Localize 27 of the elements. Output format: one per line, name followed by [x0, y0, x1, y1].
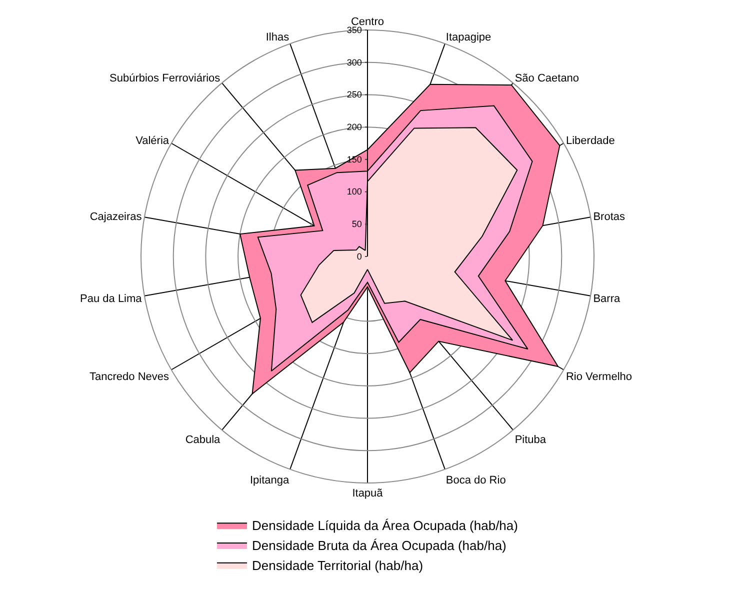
spoke-label: Cabula: [185, 434, 222, 446]
legend-label: Densidade Bruta da Área Ocupada (hab/ha): [252, 538, 506, 554]
y-tick-label: 100: [346, 186, 362, 197]
spoke-label: São Caetano: [514, 72, 580, 85]
legend-label: Densidade Líquida da Área Ocupada (hab/ha): [252, 518, 518, 534]
spoke-label: Liberdade: [566, 135, 615, 148]
spoke-label: Boca do Rio: [446, 474, 506, 487]
spoke-label: Cajazeiras: [90, 211, 142, 224]
spoke-label: Brotas: [593, 211, 626, 224]
y-tick-label: 200: [346, 122, 362, 132]
y-tick-label: 50: [352, 219, 362, 230]
spoke-label: Rio Vermelho: [566, 370, 632, 383]
spoke-label: Ilhas: [266, 31, 290, 44]
spoke-label: Subúrbios Ferroviários: [110, 72, 221, 85]
spoke-label: Ipitanga: [250, 474, 290, 487]
spoke-label: Valéria: [136, 135, 170, 148]
spoke-label: Itapagipe: [446, 31, 492, 44]
y-tick-label: 300: [346, 57, 362, 68]
y-tick-label: 350: [346, 24, 362, 35]
legend-label: Densidade Territorial (hab/ha): [252, 558, 424, 573]
y-tick-label: 250: [346, 90, 362, 100]
spoke-label: Pau da Lima: [80, 293, 143, 305]
spoke-label: Barra: [593, 293, 621, 305]
spoke-label: Tancredo Neves: [90, 370, 170, 383]
spoke-label: Pituba: [514, 434, 547, 446]
y-tick-label: 0: [356, 251, 362, 262]
spoke-label: Itapuã: [352, 488, 384, 500]
